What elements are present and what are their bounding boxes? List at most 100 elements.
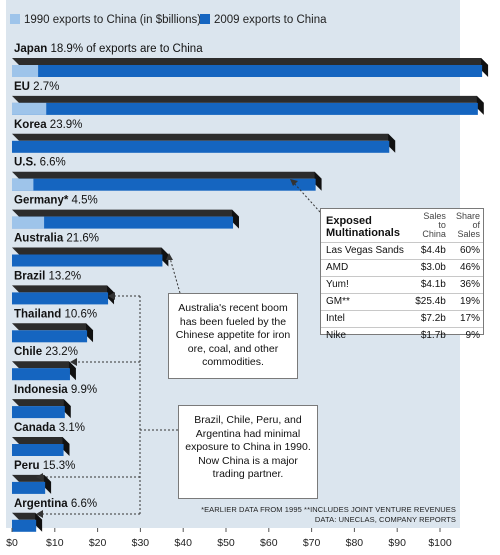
category-name-thailand: Thailand <box>14 308 61 320</box>
arrowhead-us <box>290 179 298 186</box>
x-tick-label: $80 <box>346 537 364 549</box>
arrowhead-chile <box>70 358 77 366</box>
legend-label-1990: 1990 exports to China (in $billions) <box>24 14 201 26</box>
bar-canada <box>12 437 70 456</box>
x-tick-label: $70 <box>303 537 321 549</box>
bar-2009-peru <box>12 481 46 494</box>
sales-value: $3.0b <box>414 259 449 277</box>
bar-1990-germany <box>12 216 45 229</box>
share-value: 36% <box>448 276 483 294</box>
category-name-brazil: Brazil <box>14 270 45 282</box>
sales-value: $7.2b <box>414 310 449 328</box>
bar-2009-chile <box>12 368 70 381</box>
category-name-chile: Chile <box>14 346 42 358</box>
category-name-indonesia: Indonesia <box>14 384 68 396</box>
bar-side-eu <box>476 95 484 115</box>
category-name-eu: EU <box>14 81 30 93</box>
bar-side-korea <box>388 133 396 153</box>
bars-group <box>12 58 489 532</box>
bar-u-s <box>12 171 322 191</box>
bar-top-brazil <box>12 285 115 293</box>
category-label-u-s: U.S. 6.6% <box>14 157 66 169</box>
share-value: 9% <box>448 327 483 344</box>
x-tick-label: $40 <box>174 537 192 549</box>
legend-swatch-1990 <box>10 14 20 24</box>
legend: 1990 exports to China (in $billions) 200… <box>10 14 327 26</box>
category-note-canada: 3.1% <box>56 422 85 434</box>
x-tick-label: $100 <box>428 537 452 549</box>
category-name-japan: Japan <box>14 43 47 55</box>
category-note-indonesia: 9.9% <box>68 384 97 396</box>
category-note-thailand: 10.6% <box>61 308 97 320</box>
category-label-brazil: Brazil 13.2% <box>14 270 81 282</box>
arrowhead-peru <box>36 473 43 481</box>
category-name-korea: Korea <box>14 119 47 131</box>
category-note-brazil: 13.2% <box>45 270 81 282</box>
arrowhead-brazil <box>108 292 115 300</box>
bar-top-argentina <box>12 512 43 520</box>
x-tick-label: $20 <box>89 537 107 549</box>
table-row: Nike $1.7b 9% <box>321 327 483 344</box>
category-labels-group: Japan 18.9% of exports are to China EU 2.… <box>14 43 203 510</box>
share-value: 60% <box>448 242 483 260</box>
bar-side-u-s <box>314 171 322 191</box>
bar-side-peru <box>44 474 52 494</box>
company-name: AMD <box>321 259 415 277</box>
category-note-eu: 2.7% <box>30 81 59 93</box>
category-label-chile: Chile 23.2% <box>14 346 78 358</box>
bar-brazil <box>12 285 115 305</box>
company-name: Intel <box>321 310 415 328</box>
bar-top-chile <box>12 361 76 369</box>
arrowhead-australia <box>166 253 173 260</box>
annotation-arrowheads <box>36 179 298 518</box>
bar-top-germany <box>12 209 239 217</box>
share-value: 17% <box>448 310 483 328</box>
table-row: Las Vegas Sands $4.4b 60% <box>321 242 483 260</box>
category-note-korea: 23.9% <box>47 119 83 131</box>
bar-top-indonesia <box>12 399 71 407</box>
x-tick-label: $10 <box>46 537 64 549</box>
legend-label-2009: 2009 exports to China <box>214 14 327 26</box>
company-name: GM** <box>321 293 415 311</box>
bar-2009-brazil <box>12 292 109 305</box>
bar-side-japan <box>481 58 489 77</box>
bar-2009-u-s <box>12 178 316 191</box>
bar-side-thailand <box>86 323 94 343</box>
bar-side-australia <box>161 247 169 267</box>
share-value: 46% <box>448 259 483 277</box>
bar-1990-eu <box>12 102 47 115</box>
annotation-arrows <box>40 181 321 515</box>
bar-korea <box>12 133 396 153</box>
exposed-multinationals-table: Exposed Multinationals Sales to China Sh… <box>320 208 484 344</box>
bar-top-korea <box>12 133 396 141</box>
category-label-indonesia: Indonesia 9.9% <box>14 384 97 396</box>
bar-side-germany <box>231 209 239 229</box>
legend-swatch-2009 <box>200 14 210 24</box>
bar-indonesia <box>12 399 71 419</box>
x-tick-label: $30 <box>132 537 150 549</box>
category-name-canada: Canada <box>14 422 56 434</box>
bar-2009-canada <box>12 444 64 456</box>
bar-japan <box>12 58 489 77</box>
category-name-australia: Australia <box>14 233 64 245</box>
bar-eu <box>12 95 484 115</box>
category-note-japan: 18.9% of exports are to China <box>47 43 203 55</box>
company-name: Yum! <box>321 276 415 294</box>
bar-2009-korea <box>12 140 390 153</box>
bar-2009-japan <box>12 65 483 77</box>
bar-side-indonesia <box>63 399 71 419</box>
category-label-argentina: Argentina 6.6% <box>14 498 97 510</box>
sales-value: $4.1b <box>414 276 449 294</box>
bar-top-u-s <box>12 171 322 179</box>
bar-2009-germany <box>12 216 234 229</box>
bar-2009-australia <box>12 254 163 267</box>
sales-value: $4.4b <box>414 242 449 260</box>
category-note-argentina: 6.6% <box>68 498 97 510</box>
category-name-peru: Peru <box>14 460 40 472</box>
bar-side-argentina <box>35 512 43 532</box>
bar-2009-argentina <box>12 519 37 532</box>
bar-germany <box>12 209 239 229</box>
bar-top-eu <box>12 95 484 103</box>
bar-top-australia <box>12 247 169 255</box>
category-label-thailand: Thailand 10.6% <box>14 308 97 320</box>
